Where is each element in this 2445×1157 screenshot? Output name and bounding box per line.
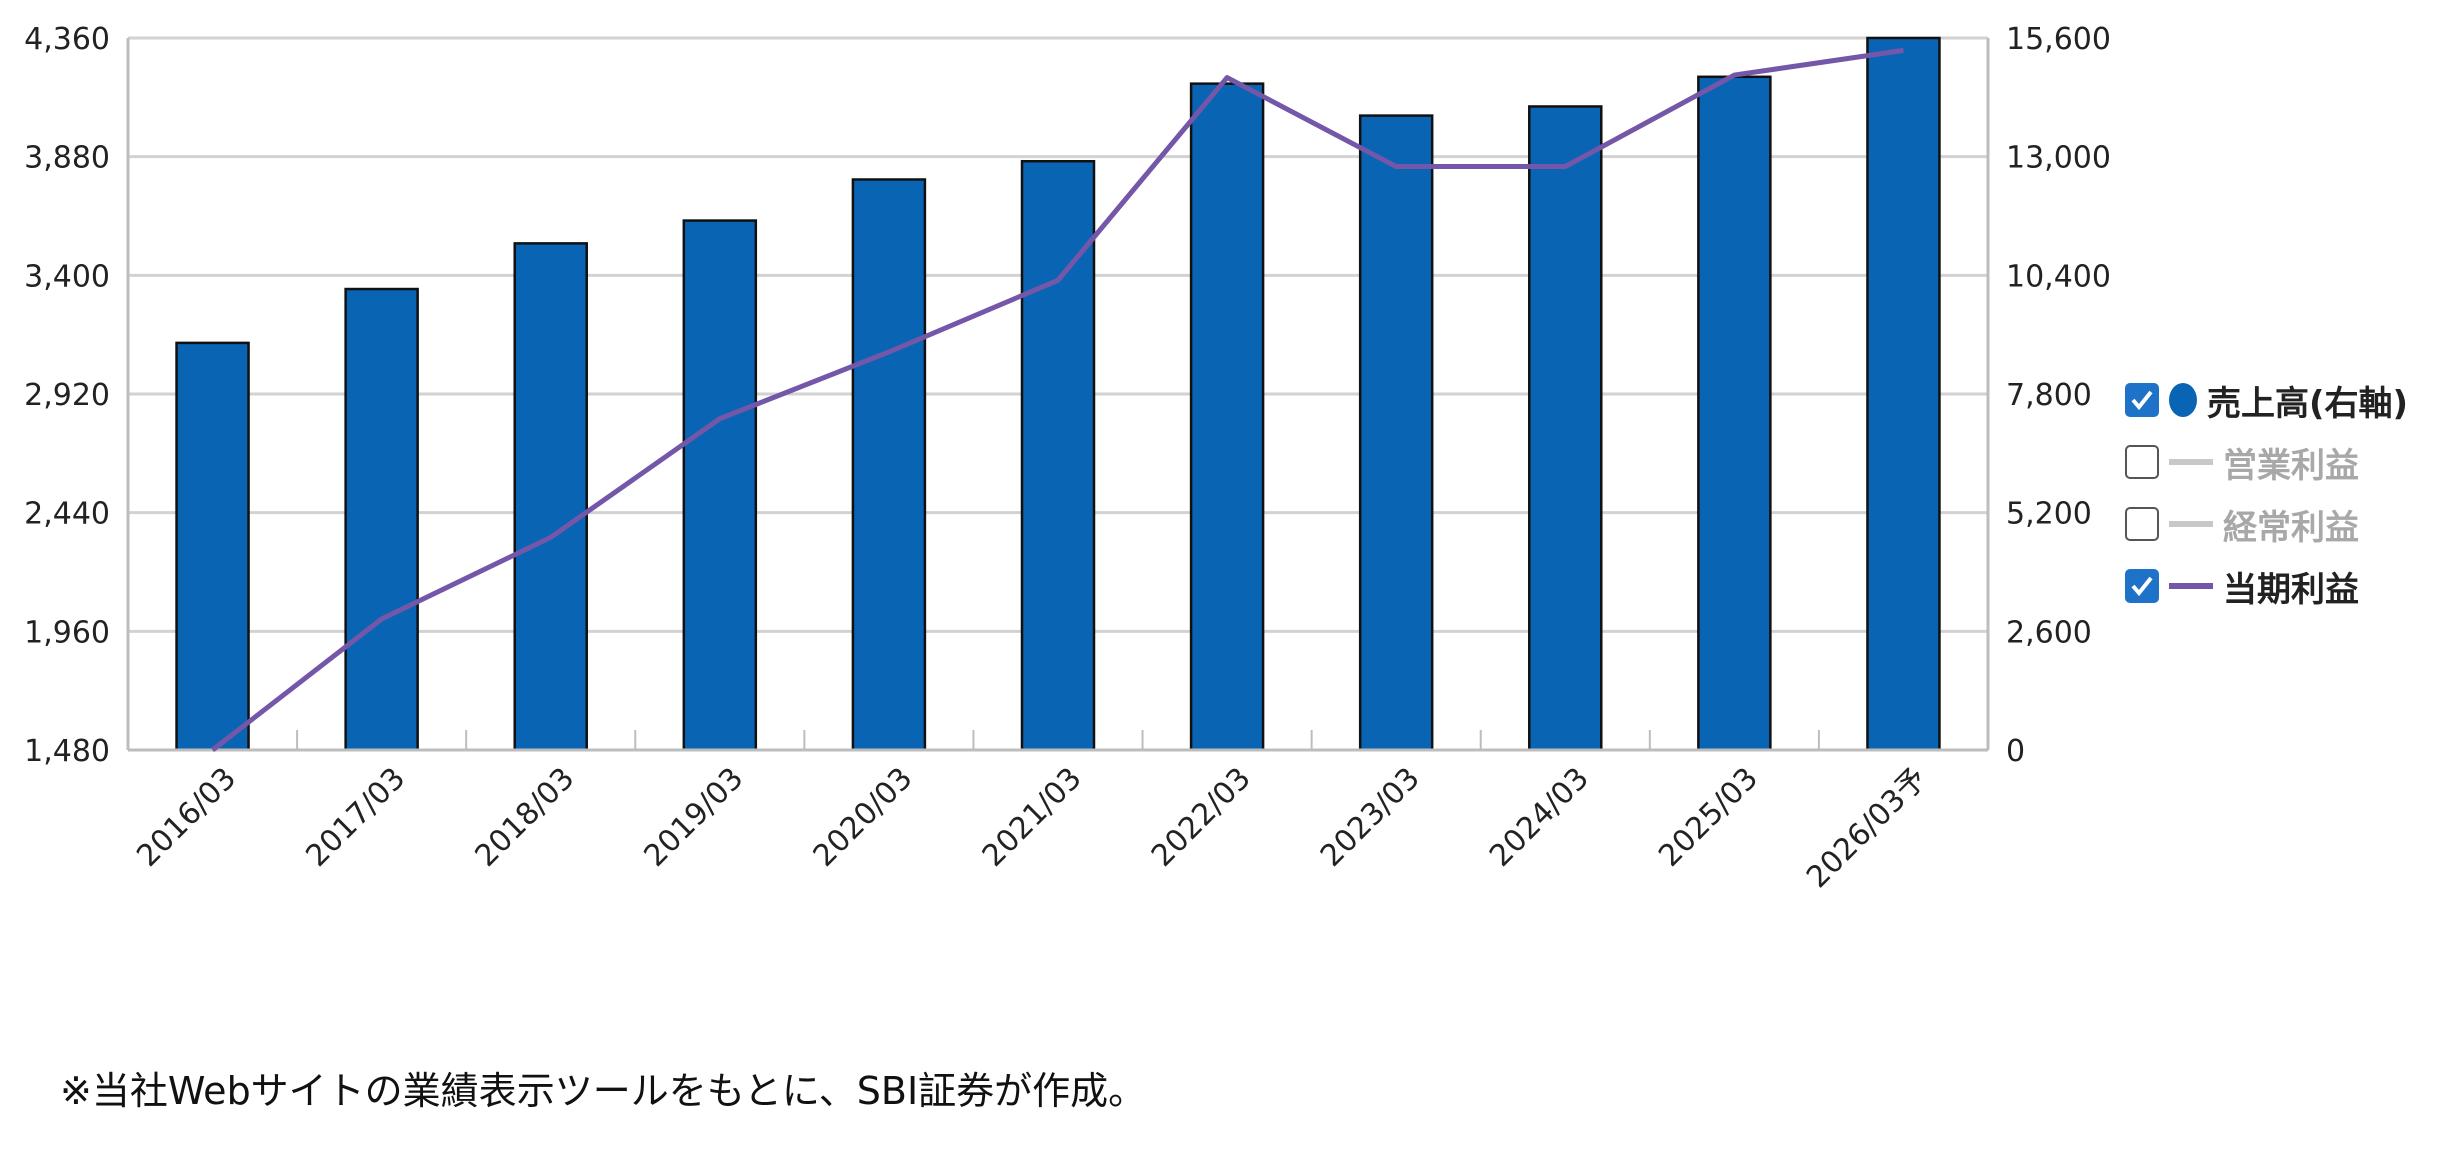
checkbox-checked[interactable] [2125,383,2159,417]
x-axis-tick-label: 2019/03 [638,761,751,874]
left-axis-tick-label: 1,480 [24,734,110,769]
left-axis-tick-label: 2,440 [24,497,110,532]
left-axis-tick-label: 1,960 [24,615,110,650]
left-axis-tick-label: 4,360 [24,22,110,57]
left-axis-tick-label: 3,400 [24,259,110,294]
bar [1020,159,1096,752]
x-axis-tick-label: 2017/03 [299,761,412,874]
x-axis-tick-label: 2026/03予 [1800,761,1934,895]
x-axis-tick-label: 2018/03 [469,761,582,874]
bar [1866,36,1941,752]
circle-marker-icon [2169,383,2197,417]
legend-item-operating-profit[interactable]: 営業利益 [2125,436,2359,488]
legend-item-sales[interactable]: 売上高(右軸) [2125,374,2408,426]
profit-line [211,47,1904,752]
right-axis-tick-label: 7,800 [2006,378,2092,413]
legend-label: 営業利益 [2223,445,2359,486]
x-axis-tick-label: 2025/03 [1652,761,1765,874]
bar [1528,105,1603,752]
left-axis-tick-label: 2,920 [24,378,110,413]
bars [175,36,1941,752]
legend-item-ordinary-profit[interactable]: 経常利益 [2125,498,2359,550]
checkbox-unchecked[interactable] [2125,445,2159,479]
x-axis-ticks: 2016/03 2017/03 2018/03 2019/03 2020/03 2021/… [130,761,1934,895]
right-axis-tick-label: 0 [2006,734,2025,769]
bar [344,287,419,752]
right-axis-tick-label: 5,200 [2006,497,2092,532]
x-axis-tick-label: 2016/03 [130,761,243,874]
checkbox-checked[interactable] [2125,569,2159,603]
x-axis-tick-label: 2022/03 [1145,761,1258,874]
bar [682,219,758,752]
bar [1697,75,1772,752]
bar [1189,82,1265,752]
left-axis-ticks: 4,360 3,880 3,400 2,920 2,440 1,960 1,480 [24,22,110,769]
axes [126,38,1990,752]
chart: 4,360 3,880 3,400 2,920 2,440 1,960 1,480 15,6… [24,22,2111,895]
x-axis-tick-label: 2023/03 [1314,761,1427,874]
right-axis-ticks: 15,600 13,000 10,400 7,800 5,200 2,600 0 [2006,22,2111,769]
legend-label: 経常利益 [2223,507,2359,548]
source-note: ※当社Webサイトの業績表示ツールをもとに、SBI証券が作成。 [60,1069,1147,1113]
right-axis-tick-label: 13,000 [2006,141,2111,176]
legend-label: 当期利益 [2223,569,2359,610]
x-axis-tick-label: 2021/03 [976,761,1089,874]
bar [851,178,927,752]
bar [513,242,588,752]
bar [175,341,250,752]
left-axis-tick-label: 3,880 [24,141,110,176]
line-marker-icon [2169,583,2213,589]
line-marker-icon [2169,521,2213,527]
x-axis-tick-label: 2024/03 [1483,761,1596,874]
right-axis-tick-label: 2,600 [2006,615,2092,650]
right-axis-tick-label: 15,600 [2006,22,2111,57]
legend-label: 売上高(右軸) [2207,383,2409,424]
line-marker-icon [2169,459,2213,465]
bar [1358,114,1434,752]
right-axis-tick-label: 10,400 [2006,259,2111,294]
legend-item-net-profit[interactable]: 当期利益 [2125,560,2359,612]
x-axis-tick-label: 2020/03 [807,761,920,874]
checkbox-unchecked[interactable] [2125,507,2159,541]
